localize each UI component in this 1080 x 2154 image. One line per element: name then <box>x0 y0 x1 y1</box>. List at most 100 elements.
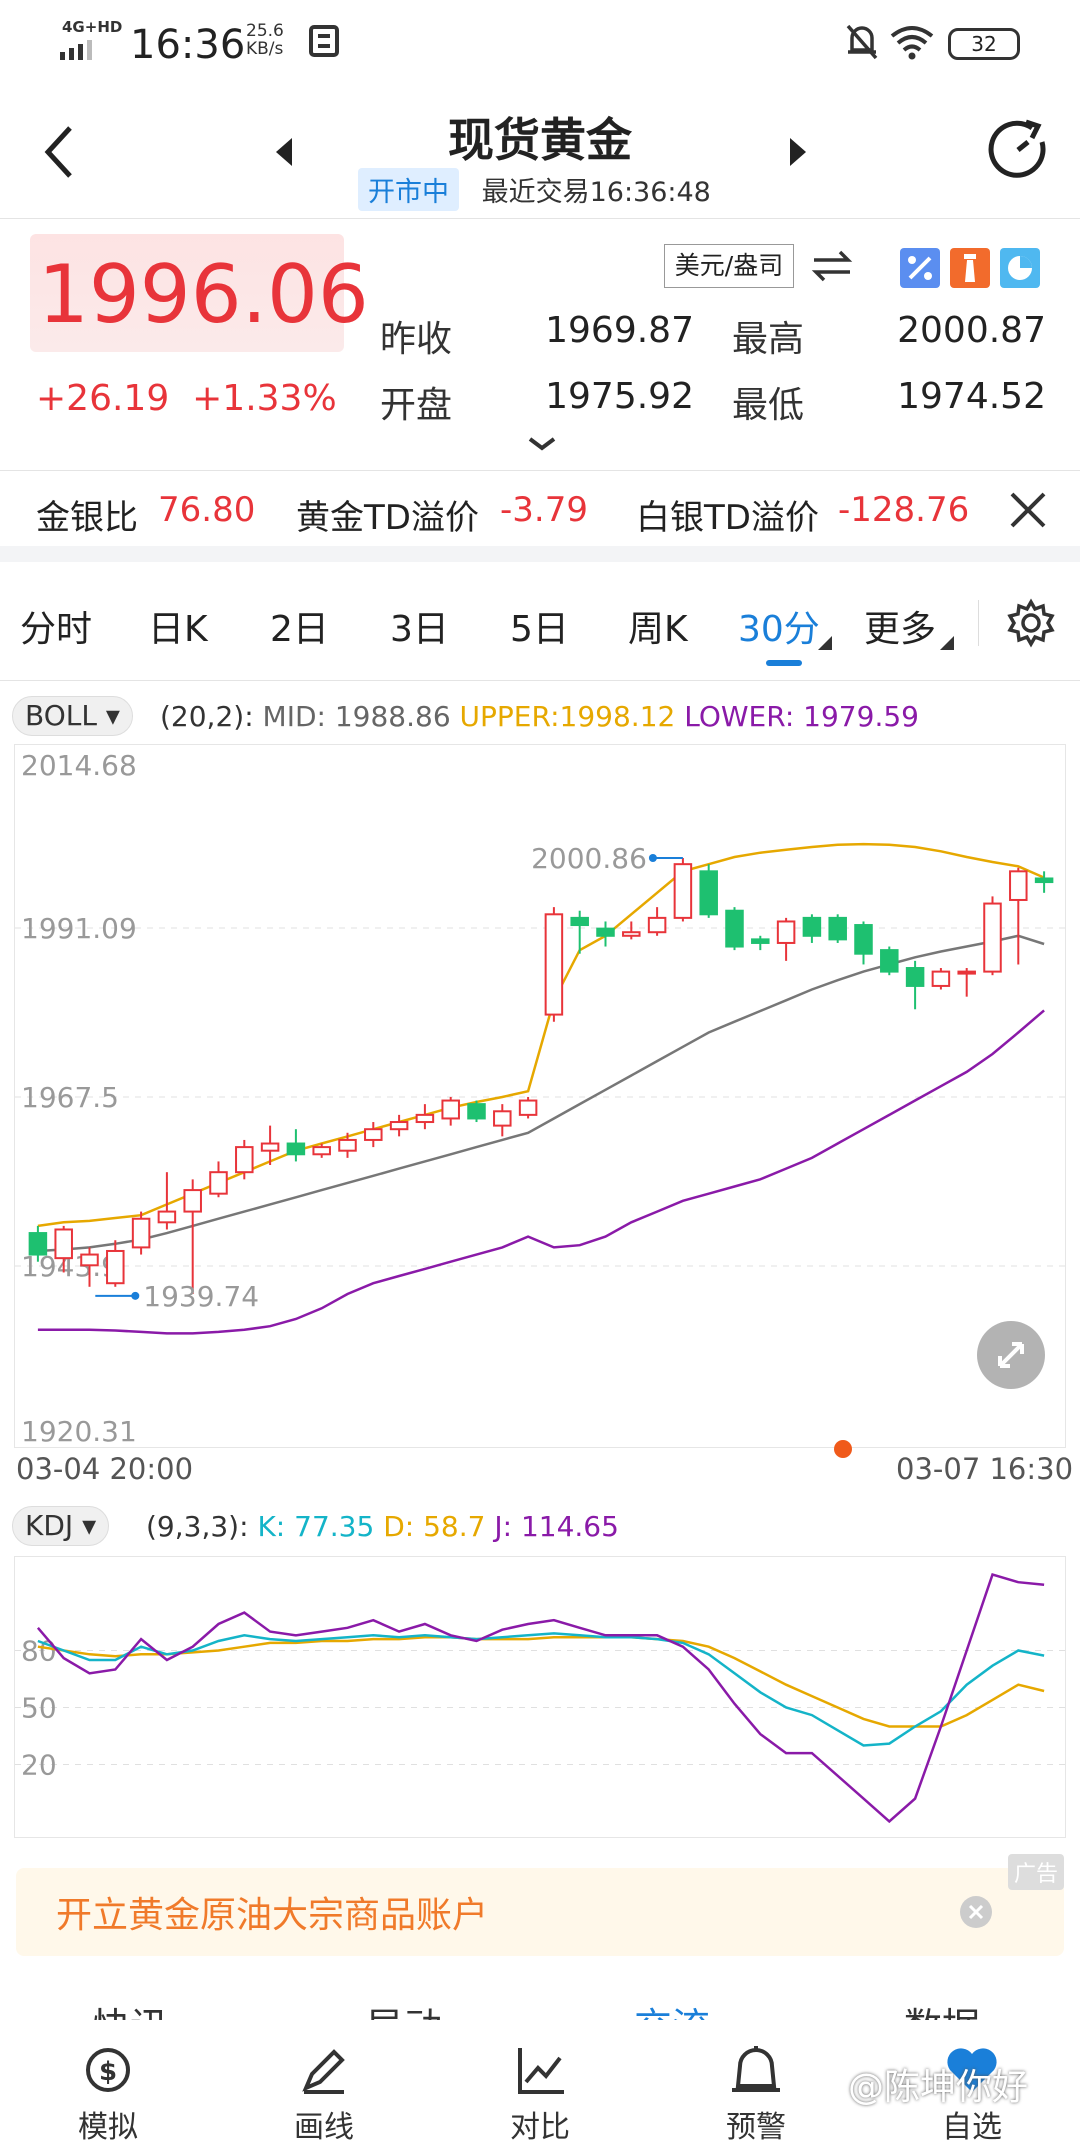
candle <box>673 863 693 919</box>
tab-more[interactable]: 更多 <box>864 609 937 650</box>
candle <box>441 1099 460 1120</box>
compare-chart-icon <box>518 2048 564 2094</box>
kdj-d-line <box>37 1635 1045 1728</box>
min-marker-dot <box>131 1291 140 1300</box>
tab-30min[interactable]: 30分 <box>738 609 820 650</box>
period-tabs: 分时 日K 2日 3日 5日 周K 30分 更多 <box>0 590 1080 680</box>
candle <box>854 924 873 955</box>
kdj-tick-label: 20 <box>21 1748 57 1781</box>
low-label: 最低 <box>732 385 805 426</box>
network-indicator: 4G+HD <box>62 18 123 36</box>
tab-weekly[interactable]: 周K <box>628 609 688 650</box>
silver-td-premium: -128.76 <box>838 490 970 530</box>
pencil-icon <box>302 2049 345 2094</box>
price-highlight <box>30 234 344 352</box>
tab-5day[interactable]: 5日 <box>510 609 569 650</box>
expand-chevron-icon[interactable] <box>526 436 558 452</box>
nav-compare[interactable]: 对比 <box>480 2038 600 2146</box>
swap-icon[interactable] <box>810 248 854 284</box>
y-tick-label: 1920.31 <box>21 1415 137 1448</box>
fullscreen-icon[interactable] <box>976 1320 1046 1390</box>
heart-icon <box>947 2048 997 2092</box>
x-axis-end: 03-07 16:30 <box>896 1452 1074 1486</box>
candle <box>1009 870 1028 901</box>
settings-gear-icon[interactable] <box>1006 598 1056 648</box>
candle <box>364 1128 383 1141</box>
candle <box>415 1113 435 1124</box>
tab-2day[interactable]: 2日 <box>270 609 329 650</box>
ad-banner[interactable]: 开立黄金原油大宗商品账户 广告 <box>16 1854 1064 1956</box>
open-value: 1975.92 <box>545 376 694 417</box>
candle <box>518 1099 538 1116</box>
boll-values: (20,2): MID: 1988.86 UPPER:1998.12 LOWER… <box>160 700 919 733</box>
kdj-chart[interactable]: 80 50 20 <box>14 1556 1066 1838</box>
candle <box>209 1171 228 1195</box>
candle <box>312 1146 331 1156</box>
candle <box>467 1103 486 1120</box>
candle <box>725 909 744 948</box>
max-marker-dot <box>648 853 657 862</box>
kdj-j-line <box>36 1573 1045 1824</box>
boll-indicator-selector[interactable]: BOLL ▾ <box>12 696 133 736</box>
alarm-bell-icon <box>732 2046 780 2092</box>
calculator-icon[interactable] <box>900 248 940 288</box>
tab-daily[interactable]: 日K <box>148 609 208 650</box>
x-axis-start: 03-04 20:00 <box>16 1452 194 1486</box>
next-instrument-icon[interactable] <box>786 136 810 168</box>
boll-upper-line <box>37 842 1045 1228</box>
nav-watchlist[interactable]: 自选 <box>912 2038 1032 2146</box>
y-tick-label: 1991.09 <box>21 912 137 945</box>
wifi-icon <box>890 26 934 60</box>
gold-silver-ratio: 76.80 <box>158 490 256 530</box>
prev-instrument-icon[interactable] <box>272 136 296 168</box>
ad-close-icon[interactable] <box>960 1896 992 1928</box>
clock: 16:36 <box>130 22 246 68</box>
candle <box>544 913 564 1016</box>
min-marker-label: 1939.74 <box>143 1280 259 1313</box>
candle <box>596 927 615 937</box>
kdj-k-line <box>37 1632 1045 1747</box>
kdj-indicator-selector[interactable]: KDJ ▾ <box>12 1506 110 1546</box>
y-tick-label: 1967.5 <box>21 1081 119 1114</box>
gold-td-premium: -3.79 <box>500 490 588 530</box>
refresh-icon[interactable] <box>986 118 1050 182</box>
nav-simulate[interactable]: $ 模拟 <box>48 2038 168 2146</box>
candle <box>699 870 718 916</box>
high-label: 最高 <box>732 319 805 360</box>
currency-unit[interactable]: 美元/盎司 <box>664 244 794 288</box>
screenshot-icon <box>309 25 339 57</box>
candle <box>80 1253 99 1267</box>
current-price: 1996.06 <box>38 248 369 341</box>
candle <box>802 916 822 937</box>
kdj-values: (9,3,3): K: 77.35 D: 58.7 J: 114.65 <box>146 1510 619 1543</box>
watermark: @陈坤你好 <box>848 2067 1029 2108</box>
battery-indicator: 32 <box>948 28 1020 60</box>
candle <box>931 970 951 987</box>
price-change: +26.19 +1.33% <box>36 378 337 419</box>
boll-lower-line <box>37 1009 1045 1335</box>
candle <box>493 1110 512 1127</box>
lighthouse-icon[interactable] <box>950 248 990 288</box>
prev-close-value: 1969.87 <box>545 310 694 351</box>
ad-tag: 广告 <box>1007 1854 1064 1890</box>
spread-bar: 金银比 76.80 黄金TD溢价 -3.79 白银TD溢价 -128.76 <box>36 490 970 538</box>
candle <box>235 1146 254 1174</box>
signal-icon <box>60 40 92 60</box>
nav-alert[interactable]: 预警 <box>696 2038 816 2146</box>
candlestick-chart[interactable]: 2014.681991.091967.51943.91920.312000.86… <box>14 744 1066 1448</box>
candle <box>880 949 899 973</box>
pie-chart-icon[interactable] <box>1000 248 1040 288</box>
candle <box>647 916 667 934</box>
candle <box>1034 877 1054 884</box>
back-arrow-icon[interactable] <box>40 122 80 182</box>
bottom-nav: $ 模拟 画线 对比 预警 自选 @陈坤你好 <box>0 2020 1080 2154</box>
candle <box>131 1217 151 1249</box>
nav-draw[interactable]: 画线 <box>264 2038 384 2146</box>
high-value: 2000.87 <box>897 310 1046 351</box>
tab-3day[interactable]: 3日 <box>390 609 449 650</box>
candle <box>286 1142 306 1156</box>
close-icon[interactable] <box>1008 490 1048 530</box>
tab-intraday[interactable]: 分时 <box>20 609 93 650</box>
simulate-icon: $ <box>86 2048 130 2092</box>
candle <box>776 920 796 944</box>
